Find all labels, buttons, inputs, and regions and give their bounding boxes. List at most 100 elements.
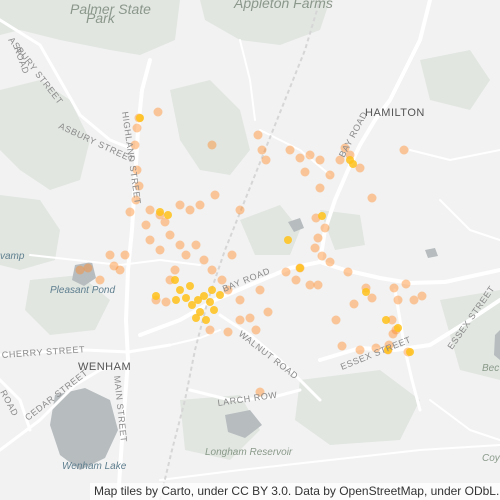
heat-point xyxy=(315,183,325,193)
heat-point xyxy=(331,315,341,325)
road-asbury-street xyxy=(0,18,137,152)
heat-point xyxy=(281,267,291,277)
park-area xyxy=(440,290,500,380)
heat-point xyxy=(317,251,327,261)
railway-line xyxy=(159,0,321,500)
label-bec: Bec xyxy=(482,363,499,374)
road-cherry-street xyxy=(0,343,172,357)
hotspot-point xyxy=(156,208,164,216)
heat-point xyxy=(388,329,398,339)
hotspot-point xyxy=(182,294,190,302)
heat-point xyxy=(313,233,323,243)
heat-point xyxy=(235,205,245,215)
hotspot-point xyxy=(202,316,210,324)
park-area xyxy=(240,205,300,255)
heat-point xyxy=(145,205,155,215)
label-cherry-street: CHERRY STREET xyxy=(1,344,85,360)
heat-point xyxy=(261,155,271,165)
hotspot-point xyxy=(216,291,224,299)
heat-point xyxy=(355,345,365,355)
heat-point xyxy=(367,293,377,303)
heat-point xyxy=(95,275,105,285)
heat-point xyxy=(343,267,353,277)
hotspot-point xyxy=(196,308,204,316)
park-area xyxy=(0,80,90,190)
park-area xyxy=(170,80,250,175)
park-area xyxy=(180,395,260,460)
heat-point xyxy=(205,325,215,335)
heat-point xyxy=(75,265,85,275)
heat-point xyxy=(227,250,237,260)
road-bay-road-north xyxy=(318,0,432,264)
heat-point xyxy=(207,265,217,275)
label-walnut-road: WALNUT ROAD xyxy=(237,329,300,382)
heat-point xyxy=(223,285,233,295)
heat-point xyxy=(109,261,119,271)
heat-point xyxy=(335,155,345,165)
heat-point xyxy=(155,245,165,255)
heat-point xyxy=(132,165,142,175)
heat-point xyxy=(131,195,141,205)
small-pond xyxy=(425,248,438,258)
road-larch-row xyxy=(188,388,302,402)
label-wenham-lake: Wenham Lake xyxy=(62,461,127,472)
heat-point xyxy=(185,205,195,215)
park-area xyxy=(420,50,490,110)
heat-point xyxy=(399,145,409,155)
label-hamilton: HAMILTON xyxy=(365,107,425,119)
heat-point xyxy=(145,235,155,245)
hotspot-point xyxy=(362,288,370,296)
heat-point xyxy=(132,123,142,133)
heat-point xyxy=(257,145,267,155)
road-east-2 xyxy=(439,199,500,241)
hotspot-point xyxy=(171,276,179,284)
heat-point xyxy=(371,343,381,353)
hotspot-point xyxy=(164,211,172,219)
road-essex-connector xyxy=(393,288,422,412)
heat-point xyxy=(355,163,365,173)
label-coy: Coy xyxy=(482,453,500,464)
road-top xyxy=(239,39,256,121)
heat-point xyxy=(340,143,350,153)
heat-point xyxy=(310,243,320,253)
heat-point xyxy=(207,140,217,150)
hotspot-point xyxy=(318,212,326,220)
heat-point xyxy=(315,155,325,165)
heat-point xyxy=(120,250,130,260)
label-palmer-state-park-2: Park xyxy=(86,10,116,26)
road-highland-street xyxy=(124,58,152,362)
label-essex-street: ESSEX STREET xyxy=(339,334,412,371)
hotspot-layer xyxy=(136,114,414,356)
road-west xyxy=(0,378,32,432)
hotspot-point xyxy=(296,264,304,272)
hotspot-point xyxy=(194,296,202,304)
heat-point xyxy=(401,279,411,289)
hotspot-point xyxy=(349,160,357,168)
park-area xyxy=(25,275,110,335)
heat-point xyxy=(125,207,135,217)
road-north-east xyxy=(259,129,331,176)
hotspot-point xyxy=(172,296,180,304)
heat-point xyxy=(389,283,399,293)
heat-point xyxy=(195,200,205,210)
heat-point xyxy=(181,250,191,260)
road-east-1 xyxy=(409,149,500,161)
label-road-west: ROAD xyxy=(0,388,20,418)
heat-point xyxy=(210,190,220,200)
heat-point xyxy=(393,295,403,305)
heat-point xyxy=(295,153,305,163)
longham-reservoir-water xyxy=(225,410,262,438)
heat-point xyxy=(134,181,144,191)
road-cherry-east xyxy=(169,329,221,346)
label-swamp: vamp xyxy=(0,251,25,262)
heat-point xyxy=(255,387,265,397)
heat-point xyxy=(251,325,261,335)
water-bodies xyxy=(50,218,500,470)
heat-point xyxy=(235,295,245,305)
heat-point xyxy=(165,230,175,240)
heat-point xyxy=(387,315,397,325)
hotspot-point xyxy=(206,298,214,306)
heat-point xyxy=(263,307,273,317)
